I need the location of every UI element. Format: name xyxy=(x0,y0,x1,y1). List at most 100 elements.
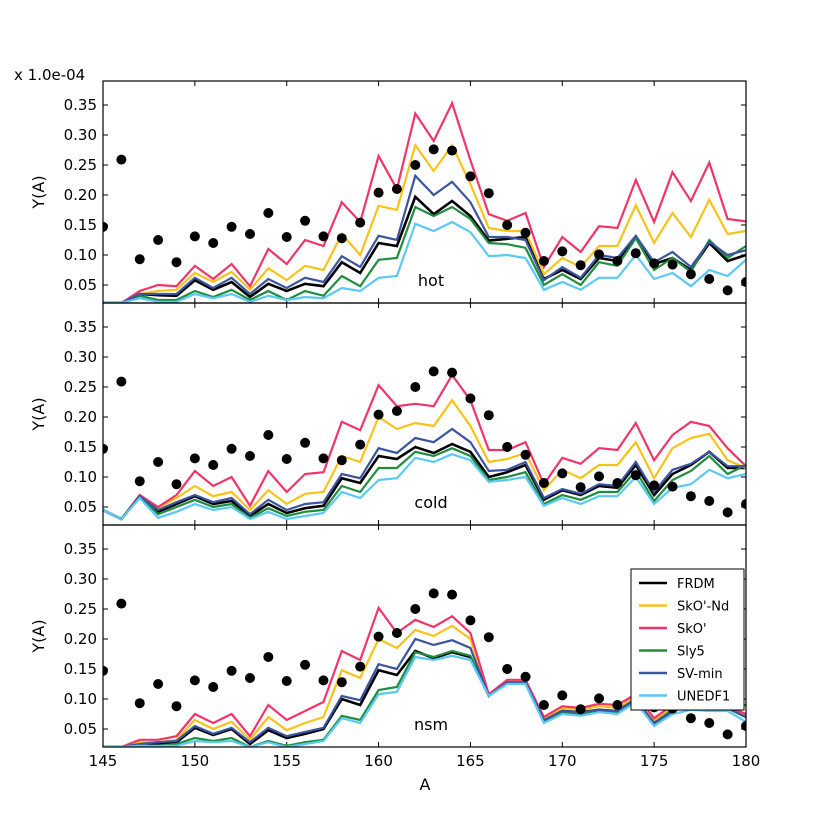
series-line-sko- xyxy=(103,372,746,521)
panel-label: nsm xyxy=(414,715,448,734)
data-point xyxy=(594,693,605,704)
x-tick-label: 145 xyxy=(89,752,118,770)
panel-nsm: 0.05 0.10 0.15 0.20 0.25 0.30 0.35 145 150 155 160… xyxy=(29,524,761,770)
data-point xyxy=(103,443,108,454)
data-point xyxy=(208,460,219,470)
legend-label: SV-min xyxy=(677,667,723,682)
legend-label: UNEDF1 xyxy=(677,690,730,705)
y-tick-label: 0.35 xyxy=(64,96,97,114)
data-point xyxy=(171,479,182,490)
data-point xyxy=(263,430,274,440)
data-point xyxy=(244,229,255,239)
y-axis-label: Y(A) xyxy=(29,397,48,431)
data-point xyxy=(741,721,746,731)
data-point xyxy=(318,675,329,686)
data-point xyxy=(575,260,586,271)
data-point xyxy=(189,675,200,686)
data-point xyxy=(208,682,219,692)
data-point xyxy=(428,366,439,377)
y-tick-label: 0.05 xyxy=(64,276,97,294)
data-point xyxy=(355,217,366,228)
data-point xyxy=(667,259,678,270)
x-tick-label: 175 xyxy=(640,752,669,770)
y-axis-label: Y(A) xyxy=(29,175,48,209)
data-point xyxy=(465,171,476,182)
data-point xyxy=(336,455,347,466)
data-point xyxy=(594,249,605,260)
panel-label: cold xyxy=(414,493,447,512)
data-point xyxy=(557,246,568,257)
data-point xyxy=(722,507,733,518)
data-point xyxy=(704,274,715,284)
x-axis-label: A xyxy=(420,775,431,794)
observed-points xyxy=(103,144,746,296)
panel-label: hot xyxy=(418,271,444,290)
series-lines xyxy=(103,100,746,303)
data-point xyxy=(116,598,127,609)
multiplier-label: x 1.0e-04 xyxy=(14,66,85,84)
data-point xyxy=(722,285,733,296)
data-point xyxy=(575,704,586,715)
legend-label: SkO'-Nd xyxy=(677,600,729,615)
data-point xyxy=(263,652,274,662)
data-point xyxy=(704,718,715,728)
data-point xyxy=(300,437,311,448)
data-point xyxy=(502,220,513,230)
data-point xyxy=(171,257,182,268)
series-line-frdm xyxy=(103,442,746,521)
panel-frame xyxy=(102,524,747,748)
y-tick-label: 0.10 xyxy=(64,246,97,264)
y-tick-label: 0.30 xyxy=(64,348,97,366)
y-tick-label: 0.05 xyxy=(64,498,97,516)
x-tick-label: 180 xyxy=(732,752,761,770)
series-lines xyxy=(103,372,746,521)
data-point xyxy=(226,665,237,676)
data-point xyxy=(649,480,660,491)
y-tick-label: 0.15 xyxy=(64,438,97,456)
data-point xyxy=(465,393,476,404)
data-point xyxy=(685,713,696,724)
data-point xyxy=(134,476,145,487)
data-point xyxy=(502,664,513,674)
legend-label: FRDM xyxy=(677,577,715,592)
data-point xyxy=(336,677,347,688)
data-point xyxy=(483,410,494,421)
data-point xyxy=(373,187,384,198)
x-tick-label: 165 xyxy=(456,752,485,770)
data-point xyxy=(116,376,127,387)
data-point xyxy=(391,628,402,638)
y-tick-label: 0.25 xyxy=(64,156,97,174)
legend-label: SkO' xyxy=(677,622,707,637)
data-point xyxy=(520,227,531,238)
data-point xyxy=(630,470,641,481)
y-tick-label: 0.10 xyxy=(64,468,97,486)
data-point xyxy=(244,451,255,461)
data-point xyxy=(226,443,237,454)
data-point xyxy=(134,698,145,709)
data-point xyxy=(594,471,605,482)
data-point xyxy=(281,454,292,464)
series-line-sv-min xyxy=(103,173,746,303)
y-tick-label: 0.30 xyxy=(64,126,97,144)
legend-box xyxy=(630,568,745,711)
data-point xyxy=(391,184,402,194)
data-point xyxy=(741,277,746,287)
y-tick-label: 0.10 xyxy=(64,690,97,708)
data-point xyxy=(428,144,439,155)
data-point xyxy=(189,231,200,242)
data-point xyxy=(685,269,696,280)
data-point xyxy=(153,457,164,467)
data-point xyxy=(153,679,164,689)
data-point xyxy=(410,604,421,614)
data-point xyxy=(244,673,255,683)
data-point xyxy=(355,661,366,672)
data-point xyxy=(685,491,696,502)
data-point xyxy=(428,588,439,599)
y-tick-label: 0.15 xyxy=(64,660,97,678)
data-point xyxy=(300,659,311,670)
legend: FRDM SkO'-Nd SkO' Sly5 SV-min UNEDF1 xyxy=(630,568,745,711)
data-point xyxy=(189,453,200,464)
y-tick-label: 0.35 xyxy=(64,318,97,336)
data-point xyxy=(722,729,733,740)
